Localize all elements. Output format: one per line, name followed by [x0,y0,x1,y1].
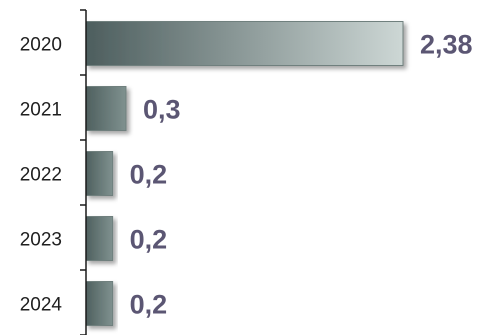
category-label-2022: 2022 [20,165,62,186]
category-label-2024: 2024 [20,295,63,316]
bar-2021 [85,86,127,131]
bar-2020 [85,21,404,66]
value-label-2020: 2,38 [420,30,473,60]
value-label-2023: 0,2 [130,225,168,255]
category-label-2021: 2021 [20,100,62,121]
bar-2024 [85,281,114,326]
bar-2023 [85,216,114,261]
bar-2022 [85,151,114,196]
bars [85,21,404,326]
labels: 2020 2,38 2021 0,3 2022 0,2 2023 0,2 2024 0,2 [20,30,473,320]
value-label-2021: 0,3 [143,95,181,125]
category-label-2020: 2020 [20,35,62,56]
y-axis [80,9,87,335]
category-label-2023: 2023 [20,230,62,251]
value-label-2024: 0,2 [130,290,168,320]
value-label-2022: 0,2 [130,160,168,190]
